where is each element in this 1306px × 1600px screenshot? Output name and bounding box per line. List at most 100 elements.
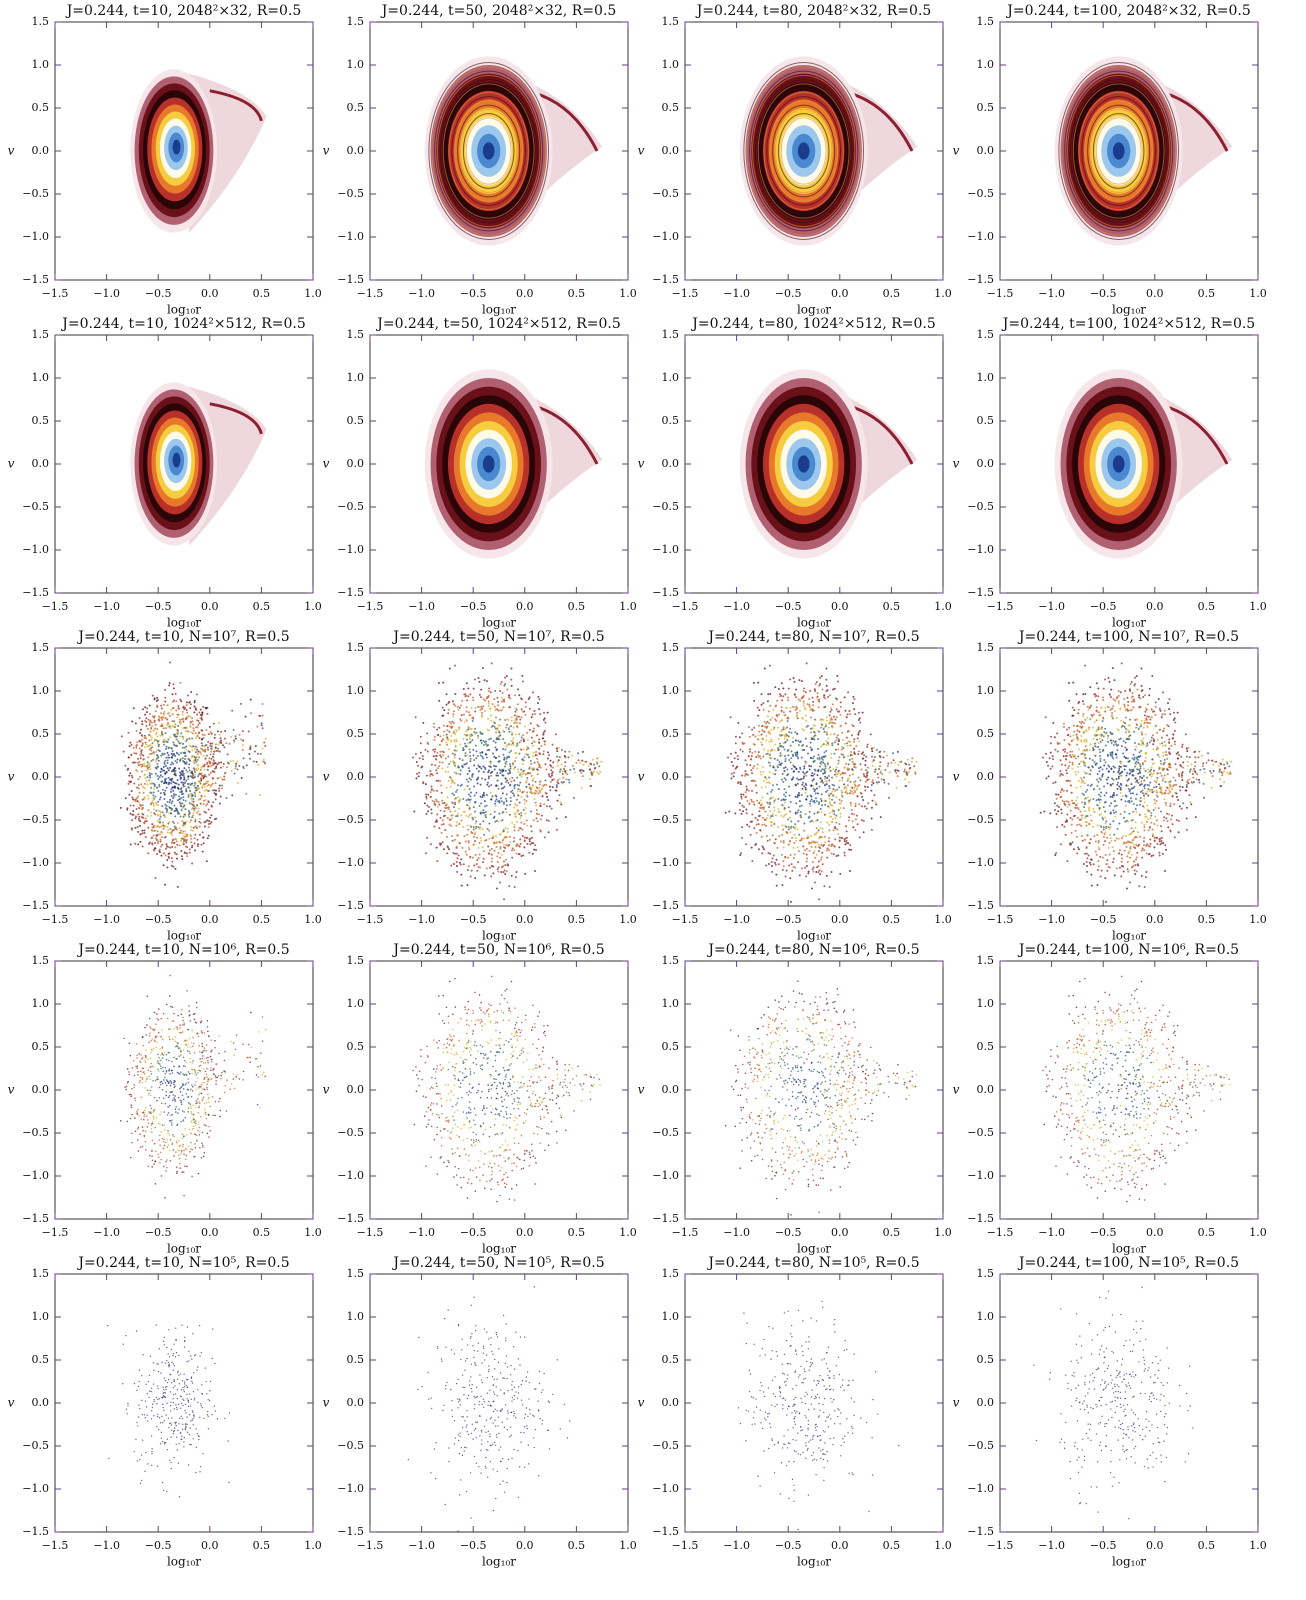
particle [482, 857, 485, 860]
particle [461, 846, 464, 849]
particle [503, 869, 506, 872]
filament [743, 62, 865, 240]
particle [1085, 772, 1088, 775]
particle [208, 765, 211, 768]
particle [158, 833, 161, 836]
particle [446, 816, 449, 819]
particle [832, 768, 835, 771]
particle [789, 810, 792, 813]
particle [152, 805, 155, 808]
particle [446, 845, 449, 848]
particle [504, 864, 507, 867]
particle [756, 799, 759, 802]
particle [483, 874, 486, 877]
particle [819, 770, 822, 773]
particle [191, 737, 194, 740]
particle [833, 801, 836, 804]
y-tick-label: −1.5 [22, 273, 49, 286]
particle [425, 852, 428, 855]
particle [146, 814, 149, 817]
particle [153, 698, 156, 701]
particle [254, 744, 257, 747]
particle [506, 756, 509, 759]
particle [532, 691, 535, 694]
particle [496, 728, 499, 731]
particle [835, 697, 838, 700]
particle [585, 760, 588, 763]
particle [852, 725, 855, 728]
particle [194, 818, 197, 821]
particle [1150, 812, 1153, 815]
particle [866, 786, 869, 789]
particle [823, 784, 826, 787]
particle [823, 706, 826, 709]
particle [863, 805, 866, 808]
particle [493, 815, 496, 818]
particle [813, 799, 816, 802]
particle [514, 760, 517, 763]
particle [539, 753, 542, 756]
particle [466, 773, 469, 776]
particle [471, 717, 474, 720]
particle [844, 825, 847, 828]
particle [454, 704, 457, 707]
particle [522, 808, 525, 811]
particle [546, 751, 549, 754]
particle [797, 861, 800, 864]
particle [141, 763, 144, 766]
particle [527, 772, 530, 775]
particle [445, 835, 448, 838]
particle [779, 752, 782, 755]
particle [535, 848, 538, 851]
particle [438, 803, 441, 806]
particle [193, 791, 196, 794]
particle [220, 730, 223, 733]
y-tick-label: 0.0 [662, 144, 680, 157]
particle [1143, 826, 1146, 829]
particle [247, 730, 250, 733]
particle [192, 723, 195, 726]
particle [870, 783, 873, 786]
particle [482, 743, 485, 746]
particle [825, 749, 828, 752]
particle [520, 855, 523, 858]
particle [820, 858, 823, 861]
particle [531, 742, 534, 745]
particle [818, 684, 821, 687]
x-axis-label: log₁₀r [167, 303, 201, 317]
particle [805, 865, 808, 868]
particle [160, 767, 163, 770]
particle [1130, 700, 1133, 703]
particle [847, 763, 850, 766]
particle [449, 810, 452, 813]
particle [203, 795, 206, 798]
particle [782, 828, 785, 831]
particle [490, 662, 493, 665]
particle [154, 795, 157, 798]
particle [466, 884, 469, 887]
particle [523, 756, 526, 759]
particle [151, 742, 154, 745]
particle [413, 810, 416, 813]
particle [543, 740, 546, 743]
particle [790, 767, 793, 770]
particle [837, 748, 840, 751]
particle [599, 770, 602, 773]
particle [140, 749, 143, 752]
particle [446, 803, 449, 806]
y-tick-label: 0.5 [977, 414, 995, 427]
particle [493, 755, 496, 758]
particle [424, 783, 427, 786]
particle [455, 815, 458, 818]
particle [827, 775, 830, 778]
particle [473, 731, 476, 734]
particle [482, 791, 485, 794]
particle [497, 724, 500, 727]
particle [745, 795, 748, 798]
particle [546, 711, 549, 714]
particle [1126, 728, 1129, 731]
particle [145, 779, 148, 782]
particle [506, 804, 509, 807]
particle [773, 806, 776, 809]
particle [845, 762, 848, 765]
